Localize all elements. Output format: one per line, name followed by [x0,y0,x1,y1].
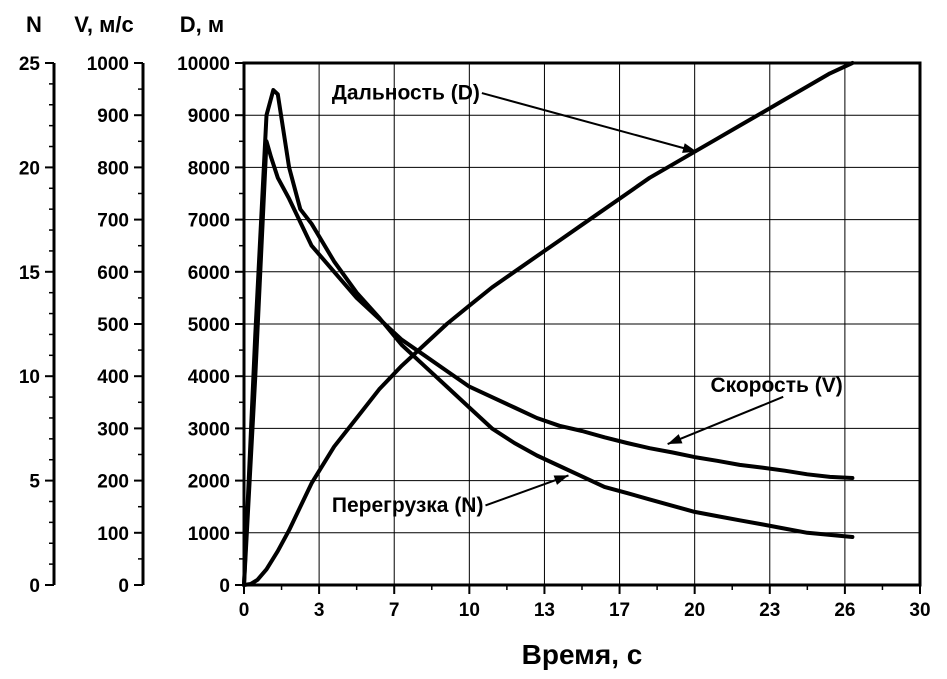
n-tick-label: 15 [19,263,41,284]
v-tick-label: 100 [97,524,129,545]
n-tick-label: 5 [29,472,40,493]
x-tick-label: 7 [389,600,400,621]
series-lines [242,61,855,587]
x-tick-label: 23 [759,600,780,621]
annotation-label: Скорость (V) [710,374,842,397]
annotation-label: Дальность (D) [332,82,480,105]
v-tick-label: 500 [97,315,129,336]
series-line-n [242,88,855,587]
v-tick-label: 300 [97,419,129,440]
v-tick-label: 600 [97,263,129,284]
d-tick-label: 1000 [188,524,230,545]
annotation-label: Перегрузка (N) [332,494,484,517]
x-tick-label: 26 [834,600,855,621]
axes: 0 3 7 10 13 17 20 23 26 3001000200030004000500060… [19,54,931,621]
d-tick-label: 3000 [188,419,230,440]
n-tick-label: 20 [19,158,40,179]
x-tick-label: 10 [459,600,480,621]
v-axis-title: V, м/с [74,12,134,37]
annotation-leader [481,92,698,153]
v-tick-label: 800 [97,158,129,179]
n-tick-label: 10 [19,367,40,388]
v-tick-label: 200 [97,472,129,493]
n-tick-label: 0 [29,576,40,597]
n-axis-title: N [26,12,42,37]
x-axis-title: Время, с [522,639,643,670]
series-line-d [242,61,855,587]
n-tick-label: 25 [19,54,41,75]
d-tick-label: 8000 [188,158,230,179]
v-tick-label: 1000 [87,54,129,75]
annotation-leader [485,474,569,507]
v-tick-label: 900 [97,106,129,127]
annotations: Дальность (D) Скорость (V) Перегрузка (N) [332,82,843,517]
d-tick-label: 9000 [188,106,230,127]
x-tick-label: 17 [609,600,630,621]
d-tick-label: 4000 [188,367,230,388]
d-tick-label: 10000 [177,54,230,75]
d-tick-label: 2000 [188,472,230,493]
x-tick-label: 13 [534,600,555,621]
plot-frame [242,61,922,587]
series-line-v [242,139,855,587]
d-tick-label: 5000 [188,315,230,336]
d-axis-title: D, м [180,12,224,37]
annotation-leader [667,395,784,445]
d-tick-label: 6000 [188,263,230,284]
x-tick-label: 20 [684,600,705,621]
v-tick-label: 400 [97,367,129,388]
x-tick-label: 3 [314,600,325,621]
x-tick-label: 30 [909,600,930,621]
d-tick-label: 0 [219,576,230,597]
v-tick-label: 0 [118,576,129,597]
annotation-arrowhead [667,434,683,445]
d-tick-label: 7000 [188,211,230,232]
x-tick-label: 0 [239,600,250,621]
annotation-arrowhead [682,143,697,153]
v-tick-label: 700 [97,211,129,232]
annotation-arrowhead [553,475,569,485]
